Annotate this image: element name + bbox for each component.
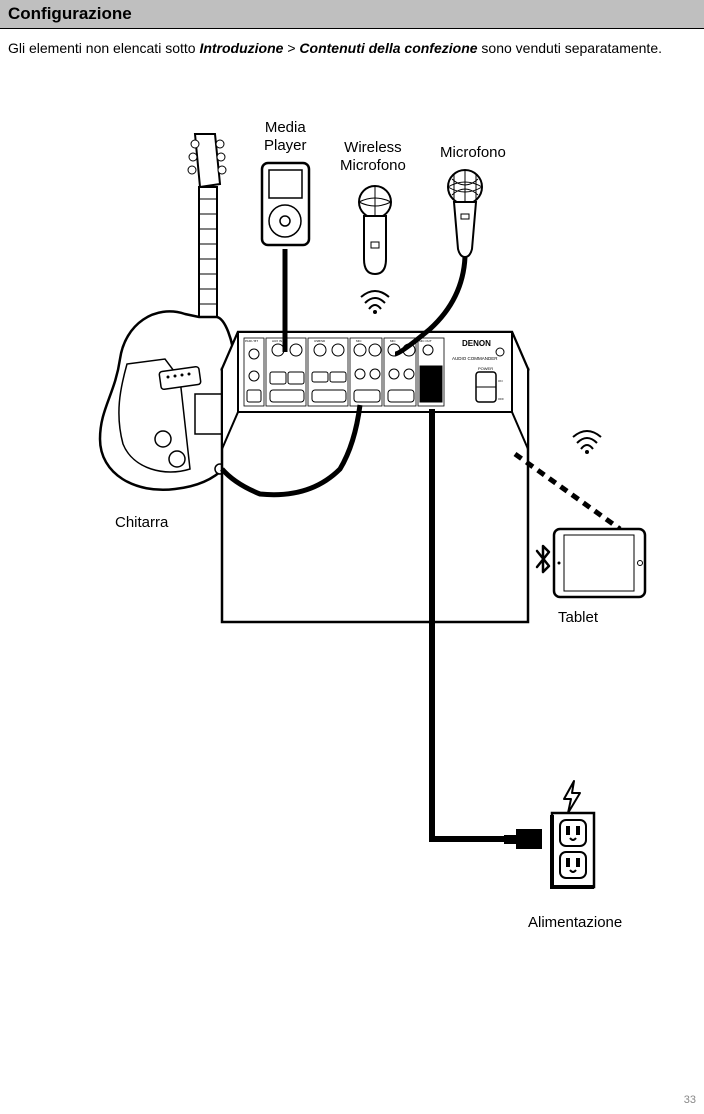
lightning-icon: [560, 779, 584, 815]
intro-after: sono venduti separatamente.: [478, 40, 662, 56]
page-number: 33: [684, 1094, 696, 1106]
bluetooth-icon: [533, 544, 553, 574]
connection-diagram: MediaPlayer WirelessMicrofono Microfono …: [0, 99, 704, 1019]
section-title: Configurazione: [8, 4, 132, 23]
wireless-link-line: [510, 449, 630, 539]
intro-italic-1: Introduzione: [199, 40, 283, 56]
intro-italic-2: Contenuti della confezione: [299, 40, 477, 56]
intro-paragraph: Gli elementi non elencati sotto Introduz…: [0, 29, 704, 59]
section-header: Configurazione: [0, 0, 704, 29]
tablet-icon: [552, 527, 647, 599]
intro-before: Gli elementi non elencati sotto: [8, 40, 199, 56]
intro-gt: >: [283, 40, 299, 56]
power-outlet-icon: [548, 811, 596, 889]
